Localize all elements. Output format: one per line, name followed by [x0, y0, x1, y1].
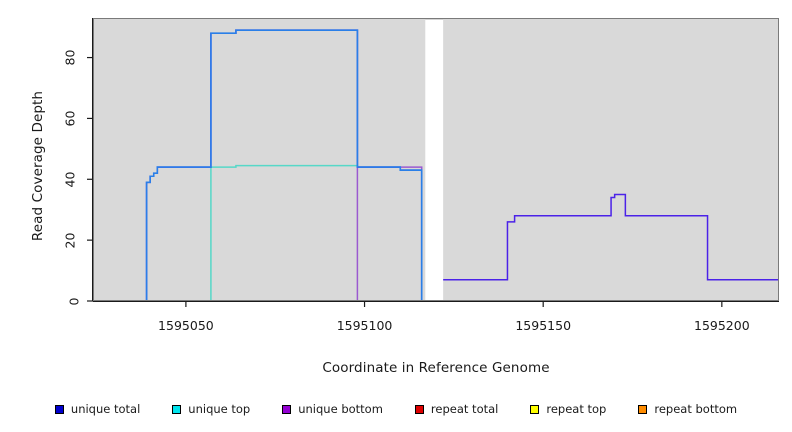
legend-item[interactable]: repeat total — [414, 402, 499, 416]
plot-border — [93, 18, 779, 301]
legend-label: repeat top — [546, 402, 607, 416]
x-axis-label-wrapper: Coordinate in Reference Genome — [93, 358, 779, 378]
y-tick-label: 80 — [62, 49, 78, 66]
legend-item[interactable]: unique bottom — [282, 402, 383, 416]
legend-item[interactable]: repeat top — [530, 402, 606, 416]
legend-item[interactable]: unique top — [172, 402, 250, 416]
y-tick-label: 20 — [62, 232, 78, 249]
legend-swatch-icon — [54, 404, 64, 414]
x-axis-label: Coordinate in Reference Genome — [322, 360, 550, 376]
x-tick-label: 1595100 — [336, 318, 393, 333]
legend-label: unique total — [70, 402, 141, 416]
coverage-gap-region — [425, 18, 444, 301]
chart-legend: unique total unique top unique bottom repea… — [0, 398, 792, 420]
y-tick-label: 60 — [62, 110, 78, 127]
y-tick-label: 40 — [62, 171, 78, 188]
legend-swatch-icon — [282, 404, 292, 414]
x-tick-label: 1595150 — [515, 318, 572, 333]
x-tick-label: 1595050 — [158, 318, 214, 333]
x-tick-label: 1595200 — [693, 318, 750, 333]
legend-swatch-icon — [172, 404, 182, 414]
legend-label: repeat total — [430, 402, 499, 416]
legend-swatch-icon — [638, 404, 648, 414]
legend-label: repeat bottom — [654, 402, 738, 416]
legend-swatch-icon — [414, 404, 424, 414]
series-layer — [93, 18, 779, 301]
y-tick-label: 0 — [66, 297, 82, 305]
y-tick-label-layer: 0 20 40 60 80 — [0, 0, 92, 432]
legend-label: unique bottom — [298, 402, 383, 416]
legend-item[interactable]: unique total — [54, 402, 141, 416]
legend-label: unique top — [188, 402, 251, 416]
series-line-gap-edge — [93, 29, 423, 301]
legend-swatch-icon — [530, 404, 540, 414]
legend-item[interactable]: repeat bottom — [638, 402, 737, 416]
